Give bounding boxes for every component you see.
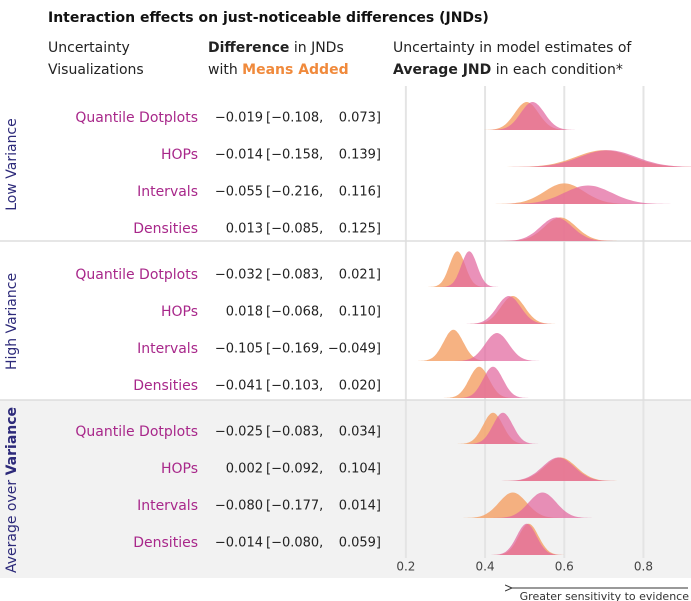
estimate: −0.105 [215,342,263,357]
ci-high: 0.139] [339,148,381,163]
group-label: Low Variance [4,118,20,211]
density [449,333,545,361]
density [485,102,581,130]
density [439,366,519,398]
header: Difference in JNDs [208,40,344,56]
density [495,457,622,481]
ci-low: [−0.092, [266,462,323,477]
ci-high: −0.049] [328,342,381,357]
ci-high: 0.125] [339,222,381,237]
ci-high: 0.116] [339,185,381,200]
ci-low: [−0.169, [266,342,323,357]
x-note: Greater sensitivity to evidence [520,590,690,601]
header-part: with [208,62,242,78]
x-tick-label: 0.2 [396,560,415,574]
group-label-part: High Variance [4,273,20,370]
ci-low: [−0.216, [266,185,323,200]
ci-high: 0.059] [339,536,381,551]
estimate: −0.055 [215,185,263,200]
density [437,251,501,287]
density [453,366,533,398]
estimate: −0.014 [215,536,263,551]
header: Uncertainty in model estimates of [393,40,632,56]
density [496,150,691,167]
ci-low: [−0.083, [266,425,323,440]
estimate: −0.032 [215,268,263,283]
condition-name: Intervals [137,498,198,514]
ci-low: [−0.083, [266,268,323,283]
group-label: Average over Variance [4,407,20,573]
condition-name: HOPs [161,304,198,320]
chart-title: Interaction effects on just-noticeable d… [48,10,489,26]
header-part: in JNDs [289,40,343,56]
header: Average JND in each condition* [393,62,623,78]
condition-name: Densities [133,535,198,551]
header: Uncertainty [48,40,130,56]
density [487,523,567,555]
ci-high: 0.021] [339,268,381,283]
group-label-part: Average over [4,475,20,573]
estimate: 0.002 [226,462,263,477]
estimate: 0.013 [226,222,263,237]
ci-high: 0.110] [339,305,381,320]
density [463,412,543,444]
group-label-part: Variance [4,407,20,475]
ci-high: 0.034] [339,425,381,440]
ci-low: [−0.103, [266,379,323,394]
ci-low: [−0.085, [266,222,323,237]
condition-name: Quantile Dotplots [75,110,198,126]
header-part: in each condition* [491,62,623,78]
estimate: −0.041 [215,379,263,394]
density [493,217,620,241]
ci-low: [−0.068, [266,305,323,320]
ci-high: 0.020] [339,379,381,394]
estimate: −0.025 [215,425,263,440]
density [493,185,684,204]
ci-low: [−0.177, [266,499,323,514]
x-tick-label: 0.4 [476,560,495,574]
estimate: 0.018 [226,305,263,320]
header: with Means Added [208,62,349,78]
density [457,492,569,518]
condition-name: Quantile Dotplots [75,267,198,283]
condition-name: Intervals [137,184,198,200]
x-tick-label: 0.8 [634,560,653,574]
group-label-part: Low Variance [4,118,20,211]
condition-name: Quantile Dotplots [75,424,198,440]
x-tick-label: 0.6 [555,560,574,574]
condition-name: HOPs [161,147,198,163]
ci-high: 0.104] [339,462,381,477]
density [461,296,557,324]
density [487,492,598,518]
ci-high: 0.014] [339,499,381,514]
estimate: −0.014 [215,148,263,163]
header-part: Difference [208,40,289,56]
ci-low: [−0.080, [266,536,323,551]
condition-name: Intervals [137,341,198,357]
estimate: −0.080 [215,499,263,514]
group-label: High Variance [4,273,20,370]
ci-high: 0.073] [339,111,381,126]
density [425,251,489,287]
header-part: Means Added [242,62,348,78]
ci-low: [−0.158, [266,148,323,163]
header: Visualizations [48,62,144,78]
density [413,329,493,361]
header-part: Average JND [393,62,491,78]
condition-name: HOPs [161,461,198,477]
condition-name: Densities [133,221,198,237]
condition-name: Densities [133,378,198,394]
estimate: −0.019 [215,111,263,126]
shaded-band [0,400,691,578]
ci-low: [−0.108, [266,111,323,126]
